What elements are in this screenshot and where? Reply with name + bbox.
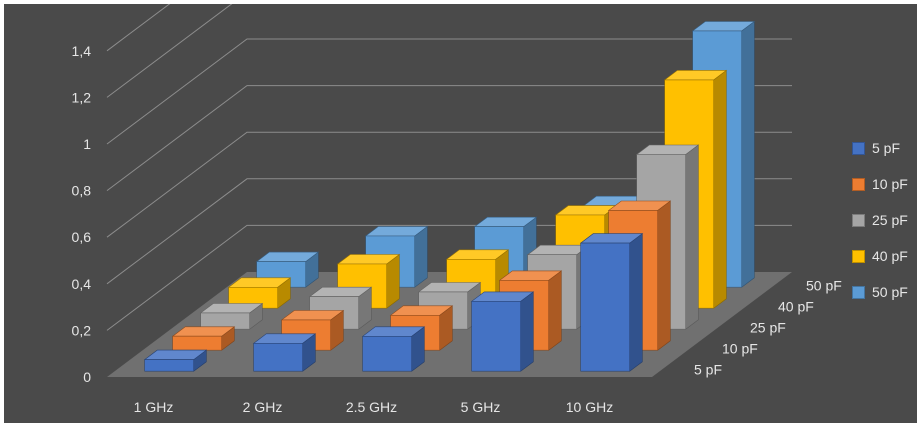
legend-swatch xyxy=(852,213,865,227)
bar-side xyxy=(741,20,755,288)
bar-front xyxy=(144,359,194,372)
bar xyxy=(227,277,292,309)
bar xyxy=(199,302,264,330)
bar xyxy=(171,326,236,351)
bar-front xyxy=(580,242,631,372)
bar xyxy=(143,349,208,372)
legend-item: 50 pF xyxy=(852,284,917,300)
y-tick-label: 1,2 xyxy=(72,89,92,105)
legend-label: 10 pF xyxy=(872,176,908,192)
legend-swatch xyxy=(852,285,865,299)
bar-side xyxy=(657,200,671,351)
gridline xyxy=(106,131,792,238)
depth-tick-label: 5 pF xyxy=(694,362,722,378)
x-tick-label: 2 GHz xyxy=(243,399,283,415)
gridline xyxy=(106,4,233,98)
depth-tick-label: 10 pF xyxy=(722,341,758,357)
legend: 5 pF 10 pF 25 pF 40 pF 50 pF xyxy=(852,140,917,320)
bar xyxy=(579,232,644,372)
bar-front xyxy=(471,300,522,372)
bar xyxy=(252,333,317,372)
x-tick-label: 5 GHz xyxy=(461,399,501,415)
legend-item: 40 pF xyxy=(852,248,917,264)
bar xyxy=(361,326,426,372)
y-tick-label: 0,6 xyxy=(72,229,92,245)
legend-item: 5 pF xyxy=(852,140,917,156)
legend-swatch xyxy=(852,249,865,263)
y-tick-label: 0,4 xyxy=(72,276,92,292)
depth-tick-label: 50 pF xyxy=(806,278,842,294)
bar-front xyxy=(172,335,222,351)
legend-label: 25 pF xyxy=(872,212,908,228)
bar-chart-3d: 0 0,2 0,4 0,6 0,8 1 1,2 1,4 1 GHz 2 GHz 2.5 GHz 5 G… xyxy=(72,4,842,415)
bar-side xyxy=(713,69,727,309)
bar xyxy=(470,291,535,372)
legend-label: 50 pF xyxy=(872,284,908,300)
y-tick-label: 0,2 xyxy=(72,322,92,338)
gridline xyxy=(106,38,792,145)
x-tick-label: 2.5 GHz xyxy=(346,399,397,415)
bar-front xyxy=(253,342,304,372)
bar-side xyxy=(414,225,428,288)
gridline xyxy=(106,178,792,285)
legend-item: 10 pF xyxy=(852,176,917,192)
bar-side xyxy=(629,232,643,372)
legend-swatch xyxy=(852,177,865,191)
legend-label: 5 pF xyxy=(872,140,901,156)
gridline xyxy=(106,85,792,192)
y-tick-label: 1 xyxy=(83,136,91,152)
legend-item: 25 pF xyxy=(852,212,917,228)
gridline xyxy=(106,4,171,52)
bar-side xyxy=(520,291,534,372)
bar-side xyxy=(685,144,699,330)
x-tick-label: 10 GHz xyxy=(566,399,613,415)
y-tick-label: 1,4 xyxy=(72,43,92,59)
legend-swatch xyxy=(852,141,865,155)
y-tick-label: 0 xyxy=(83,369,91,385)
depth-tick-label: 25 pF xyxy=(750,320,786,336)
depth-tick-label: 40 pF xyxy=(778,299,814,315)
x-tick-label: 1 GHz xyxy=(134,399,174,415)
chart-area: 0 0,2 0,4 0,6 0,8 1 1,2 1,4 1 GHz 2 GHz 2.5 GHz 5 G… xyxy=(4,4,917,423)
y-tick-label: 0,8 xyxy=(72,183,92,199)
bar-side xyxy=(548,270,562,351)
legend-label: 40 pF xyxy=(872,248,908,264)
bar-front xyxy=(362,335,413,372)
